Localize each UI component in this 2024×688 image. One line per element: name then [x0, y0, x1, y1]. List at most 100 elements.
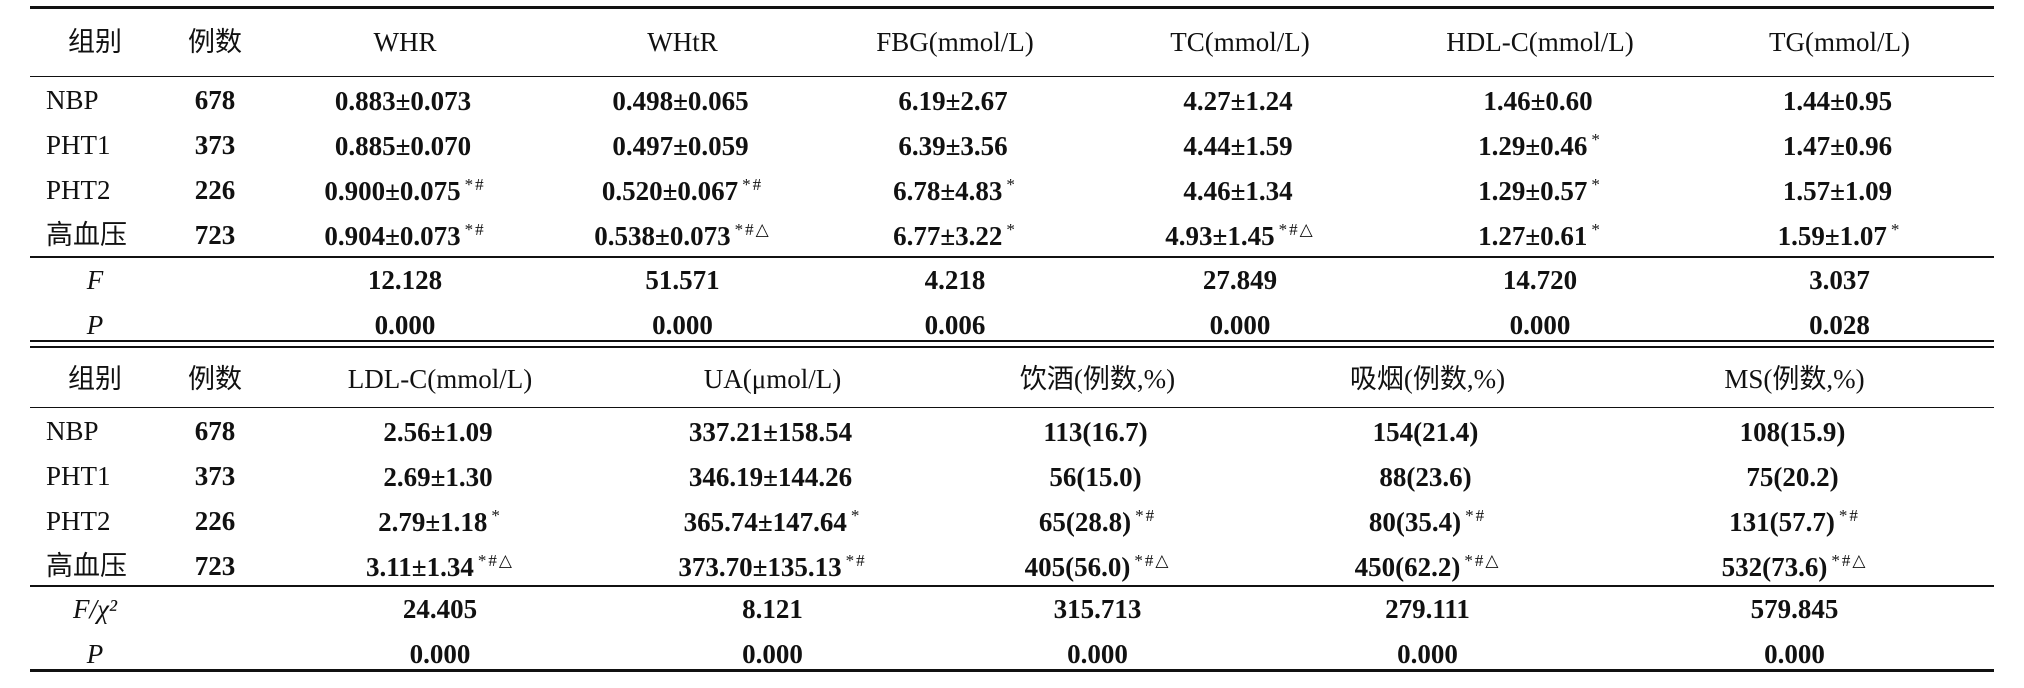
- table-row: NBP 678 2.56±1.09 337.21±158.54 113(16.7…: [30, 409, 1994, 454]
- fbg-cell: 6.78±4.83 *: [893, 175, 1017, 206]
- col-header: FBG(mmol/L): [876, 26, 1034, 57]
- stat-label: F: [86, 265, 104, 295]
- sig-marker: *: [1591, 130, 1602, 149]
- tc-cell: 4.27±1.24: [1183, 86, 1293, 116]
- group-cell: 高血压: [46, 220, 127, 250]
- stat-value: 279.111: [1385, 594, 1470, 624]
- whr-cell: 0.885±0.070: [334, 131, 472, 161]
- sig-marker: *#△: [1134, 551, 1171, 570]
- tc-cell: 4.44±1.59: [1183, 131, 1293, 161]
- col-header: WHR: [373, 26, 437, 57]
- stat-value: 24.405: [402, 594, 478, 624]
- stat-value: 8.121: [742, 594, 803, 624]
- table-1-stats: F 12.128 51.571 4.218 27.849 14.720 3.03…: [30, 258, 1994, 348]
- stat-value: 3.037: [1809, 265, 1870, 295]
- whr-cell: 0.904±0.073 *#: [324, 220, 486, 251]
- count-cell: 723: [194, 551, 236, 581]
- sig-marker: *: [850, 506, 862, 525]
- table-2: 组别 例数 LDL-C(mmol/L) UA(μmol/L) 饮酒(例数,%) …: [30, 346, 1994, 412]
- header-rule-2: [30, 407, 1994, 408]
- bottom-rule: [30, 669, 1994, 672]
- col-header: 例数: [188, 26, 242, 57]
- stats-rule-2: [30, 585, 1994, 587]
- drink-cell: 56(15.0): [1049, 462, 1142, 492]
- stat-label: P: [86, 639, 104, 669]
- sig-marker: *: [1591, 175, 1602, 194]
- whtr-cell: 0.498±0.065: [612, 86, 749, 116]
- count-cell: 226: [194, 175, 236, 205]
- sig-marker: *#: [1465, 506, 1487, 525]
- table-1-body: NBP 678 0.883±0.073 0.498±0.065 6.19±2.6…: [30, 78, 1994, 258]
- table-1: 组别 例数 WHR WHtR FBG(mmol/L) TC(mmol/L) HD…: [30, 9, 1994, 75]
- sig-marker: *: [1006, 175, 1017, 194]
- col-header: WHtR: [647, 26, 718, 57]
- sig-marker: *#△: [477, 551, 514, 570]
- group-cell: NBP: [46, 416, 99, 446]
- col-header: 饮酒(例数,%): [1019, 363, 1176, 394]
- count-cell: 373: [194, 130, 236, 160]
- empty-cell: [160, 303, 270, 348]
- sig-marker: *#△: [1464, 551, 1501, 570]
- table-2-stats: F/χ² 24.405 8.121 315.713 279.111 579.84…: [30, 587, 1994, 677]
- fbg-cell: 6.77±3.22 *: [893, 220, 1017, 251]
- stat-row-p: P 0.000 0.000 0.000 0.000 0.000: [30, 632, 1994, 677]
- table-row: 高血压 723 0.904±0.073 *# 0.538±0.073 *#△ 6.7…: [30, 213, 1994, 258]
- stat-value: 0.000: [1397, 639, 1458, 669]
- ldl-cell: 2.56±1.09: [383, 417, 493, 447]
- header-rule-1: [30, 76, 1994, 77]
- stat-value: 0.000: [1209, 310, 1271, 340]
- stat-value: 0.000: [409, 639, 471, 669]
- sig-marker: *#: [1135, 506, 1157, 525]
- stat-value: 0.028: [1809, 310, 1870, 340]
- drink-cell: 113(16.7): [1043, 417, 1148, 447]
- sig-marker: *#△: [1278, 220, 1315, 239]
- col-header: MS(例数,%): [1724, 363, 1865, 394]
- whr-cell: 0.883±0.073: [334, 86, 472, 116]
- ua-cell: 365.74±147.64 *: [683, 506, 862, 537]
- stat-value: 51.571: [645, 265, 720, 295]
- whtr-cell: 0.538±0.073 *#△: [594, 220, 771, 251]
- tc-cell: 4.93±1.45 *#△: [1165, 220, 1315, 251]
- count-cell: 226: [194, 506, 236, 536]
- table-2-header: 组别 例数 LDL-C(mmol/L) UA(μmol/L) 饮酒(例数,%) …: [30, 346, 1994, 412]
- count-cell: 678: [194, 85, 236, 115]
- group-cell: 高血压: [46, 551, 127, 581]
- whr-cell: 0.900±0.075 *#: [324, 175, 486, 206]
- empty-cell: [160, 258, 270, 303]
- ldl-cell: 2.79±1.18 *: [378, 506, 502, 537]
- ua-cell: 373.70±135.13 *#: [678, 551, 867, 582]
- group-cell: PHT1: [46, 461, 111, 491]
- smoke-cell: 88(23.6): [1379, 462, 1472, 492]
- ldl-cell: 3.11±1.34 *#△: [366, 551, 514, 582]
- stat-label: P: [86, 310, 104, 340]
- stat-value: 14.720: [1502, 265, 1578, 295]
- tg-cell: 1.47±0.96: [1782, 131, 1893, 161]
- stat-value: 27.849: [1202, 265, 1278, 295]
- col-header: 组别: [68, 26, 122, 57]
- stat-row-f-chi: F/χ² 24.405 8.121 315.713 279.111 579.84…: [30, 587, 1994, 632]
- col-header: TC(mmol/L): [1170, 26, 1310, 57]
- table-row: NBP 678 0.883±0.073 0.498±0.065 6.19±2.6…: [30, 78, 1994, 123]
- count-cell: 678: [194, 416, 236, 446]
- stat-value: 0.000: [1509, 310, 1571, 340]
- fbg-cell: 6.39±3.56: [898, 131, 1008, 161]
- hdl-cell: 1.29±0.57 *: [1478, 175, 1602, 206]
- smoke-cell: 154(21.4): [1372, 417, 1479, 447]
- sig-marker: *: [491, 506, 502, 525]
- stat-value: 315.713: [1053, 594, 1142, 624]
- ms-cell: 75(20.2): [1746, 462, 1839, 492]
- sig-marker: *: [1591, 220, 1602, 239]
- tg-cell: 1.44±0.95: [1782, 86, 1893, 116]
- stat-value: 0.000: [374, 310, 436, 340]
- col-header: LDL-C(mmol/L): [347, 363, 533, 394]
- count-cell: 723: [194, 220, 236, 250]
- table-row: PHT1 373 0.885±0.070 0.497±0.059 6.39±3.…: [30, 123, 1994, 168]
- ldl-cell: 2.69±1.30: [383, 462, 493, 492]
- stat-value: 0.006: [924, 310, 986, 340]
- sig-marker: *#: [464, 220, 486, 239]
- col-header: HDL-C(mmol/L): [1446, 26, 1634, 57]
- sig-marker: *: [1890, 220, 1902, 239]
- ms-cell: 108(15.9): [1739, 417, 1846, 447]
- sig-marker: *#△: [1831, 551, 1868, 570]
